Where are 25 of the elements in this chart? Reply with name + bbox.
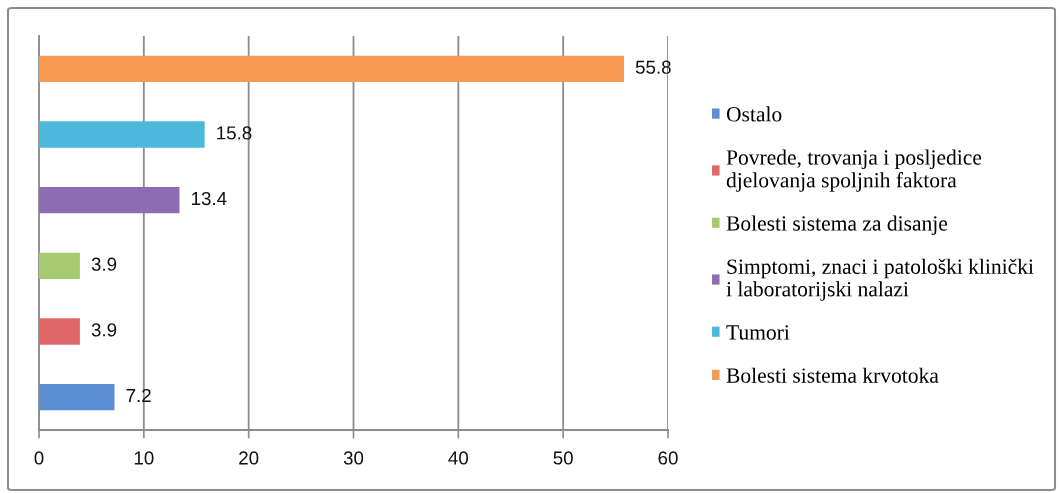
data-label: 7.2	[126, 388, 151, 403]
data-label: 13.4	[192, 191, 227, 206]
data-label: 3.9	[91, 257, 117, 271]
data-label: 3.9	[91, 323, 117, 337]
legend-label: Bolesti sistema za disanje	[726, 215, 948, 236]
x-tick-label: 40	[448, 451, 469, 465]
legend-label: Povrede, trovanja i posljedice djelovanja spoljnih faktora	[726, 149, 982, 192]
bar	[39, 121, 205, 148]
bar	[39, 384, 115, 411]
bar	[39, 55, 624, 82]
data-label: 15.8	[217, 126, 252, 140]
x-tick-label: 30	[343, 451, 364, 465]
bar	[39, 252, 80, 279]
bar	[39, 318, 80, 345]
bar	[39, 187, 180, 214]
legend-label: Ostalo	[726, 106, 782, 122]
data-label: 55.8	[635, 60, 671, 74]
legend-label: Tumori	[726, 325, 790, 340]
legend-label: Bolesti sistema krvotoka	[726, 367, 939, 383]
x-tick-label: 0	[34, 451, 44, 465]
legend-label: Simptomi, znaci i patološki klinički i laboratorijski nalazi	[726, 258, 1034, 301]
x-tick-label: 10	[134, 451, 154, 465]
x-tick-label: 20	[239, 451, 259, 465]
x-tick-label: 60	[658, 451, 678, 465]
x-tick-label: 50	[553, 451, 573, 465]
